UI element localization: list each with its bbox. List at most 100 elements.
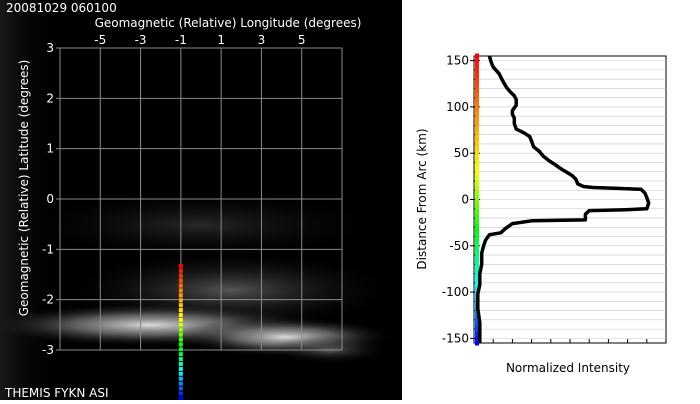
profile-y-axis-label: Distance From Arc (km) [415, 128, 429, 269]
color-bar-segment [475, 141, 479, 147]
color-bar-segment [475, 111, 479, 117]
image-grid [56, 47, 343, 351]
intensity-profile-line [476, 55, 651, 343]
image-x-tick-label: 5 [298, 33, 306, 47]
color-bar-segment [475, 218, 479, 224]
color-bar-segment [475, 214, 479, 220]
color-bar-segment [475, 155, 479, 161]
color-bar-segment [475, 340, 479, 346]
arc-marker-dot [178, 317, 183, 322]
arc-marker-dot [178, 342, 183, 347]
color-bar-segment [475, 282, 479, 288]
color-bar-segment [475, 248, 479, 254]
arc-marker-dot [178, 337, 183, 342]
color-bar-segment [475, 262, 479, 268]
image-x-tick-label: -3 [135, 33, 147, 47]
color-bar-segment [475, 325, 479, 331]
profile-y-tick-label: -50 [449, 239, 469, 253]
color-bar-segment [475, 102, 479, 108]
color-bar-segment [475, 136, 479, 142]
color-bar-segment [475, 150, 479, 156]
color-bar-segment [475, 335, 479, 341]
color-bar-segment [475, 199, 479, 205]
color-bar-segment [475, 272, 479, 278]
arc-marker-dot [178, 263, 183, 268]
arc-marker-dot [178, 327, 183, 332]
arc-marker-dot [178, 371, 183, 376]
profile-y-tick-label: -100 [442, 285, 469, 299]
allsky-image-panel: -5 -3 -1 1 3 5 3 2 1 0 -1 -2 -3 20081029 060100 Geom… [0, 0, 402, 401]
color-bar-segment [475, 160, 479, 166]
color-bar-segment [475, 68, 479, 74]
intensity-profile-plot: 150 100 50 0 -50 -100 -150 Distance From Arc (… [415, 53, 667, 375]
color-bar-segment [475, 116, 479, 122]
color-bar-segment [475, 170, 479, 176]
color-bar-segment [475, 228, 479, 234]
color-bar-segment [475, 238, 479, 244]
arc-marker-dot [178, 273, 183, 278]
color-bar-segment [475, 316, 479, 322]
arc-marker-dot [178, 396, 183, 401]
arc-marker-dot [178, 283, 183, 288]
image-ticks: -5 -3 -1 1 3 5 3 2 1 0 -1 -2 -3 [42, 33, 306, 357]
color-bar-segment [475, 97, 479, 103]
arc-marker-dot [178, 288, 183, 293]
color-bar-segment [475, 77, 479, 83]
color-bar-segment [475, 131, 479, 137]
color-bar-segment [475, 58, 479, 64]
color-bar-segment [475, 194, 479, 200]
profile-ticks: 150 100 50 0 -50 -100 -150 [442, 54, 667, 345]
color-bar-segment [475, 92, 479, 98]
top-axis-title: Geomagnetic (Relative) Longitude (degree… [95, 16, 362, 30]
allsky-image: -5 -3 -1 1 3 5 3 2 1 0 -1 -2 -3 20081029 060100 Geom… [0, 0, 400, 401]
arc-marker-dot [178, 347, 183, 352]
color-bar-segment [475, 223, 479, 229]
arc-marker-dot [178, 381, 183, 386]
image-y-tick-label: 1 [46, 142, 54, 156]
arc-marker-dot [178, 366, 183, 371]
profile-plot-panel: 150 100 50 0 -50 -100 -150 Distance From Arc (… [402, 0, 700, 400]
image-y-tick-label: -2 [42, 293, 54, 307]
arc-marker-dot [178, 376, 183, 381]
color-bar-segment [475, 209, 479, 215]
color-bar-segment [475, 121, 479, 127]
profile-y-tick-label: 150 [446, 54, 469, 68]
arc-marker-dot [178, 312, 183, 317]
color-bar-segment [475, 53, 479, 59]
aurora-glow [0, 0, 400, 400]
color-bar-segment [475, 189, 479, 195]
image-x-tick-label: -5 [94, 33, 106, 47]
arc-marker-dot [178, 278, 183, 283]
image-y-tick-label: 3 [46, 41, 54, 55]
color-bar-segment [475, 321, 479, 327]
profile-y-tick-label: -150 [442, 331, 469, 345]
arc-marker-dot [178, 298, 183, 303]
color-bar-segment [475, 330, 479, 336]
profile-y-tick-label: 50 [454, 146, 469, 160]
color-bar-segment [475, 63, 479, 69]
image-x-tick-label: 3 [258, 33, 266, 47]
image-y-tick-label: 2 [46, 91, 54, 105]
color-bar-segment [475, 243, 479, 249]
arc-marker-dot [178, 352, 183, 357]
timestamp: 20081029 060100 [6, 1, 117, 15]
footer-label: THEMIS FYKN ASI [4, 386, 109, 400]
color-bar-segment [475, 184, 479, 190]
color-bar-segment [475, 257, 479, 263]
profile-y-tick-label: 100 [446, 100, 469, 114]
color-bar-segment [475, 277, 479, 283]
color-bar-segment [475, 267, 479, 273]
color-bar-segment [475, 107, 479, 113]
arc-marker-dot [178, 268, 183, 273]
arc-marker-dot [178, 303, 183, 308]
arc-marker-dot [178, 386, 183, 391]
color-bar-segment [475, 72, 479, 78]
profile-y-tick-label: 0 [461, 193, 469, 207]
color-bar-segment [475, 233, 479, 239]
arc-marker-dot [178, 322, 183, 327]
left-axis-title: Geomagnetic (Relative) Latitude (degrees… [17, 60, 31, 317]
profile-grid [474, 60, 666, 339]
distance-color-bar [475, 53, 479, 346]
arc-marker-dot [178, 293, 183, 298]
arc-position-marker [178, 263, 183, 401]
